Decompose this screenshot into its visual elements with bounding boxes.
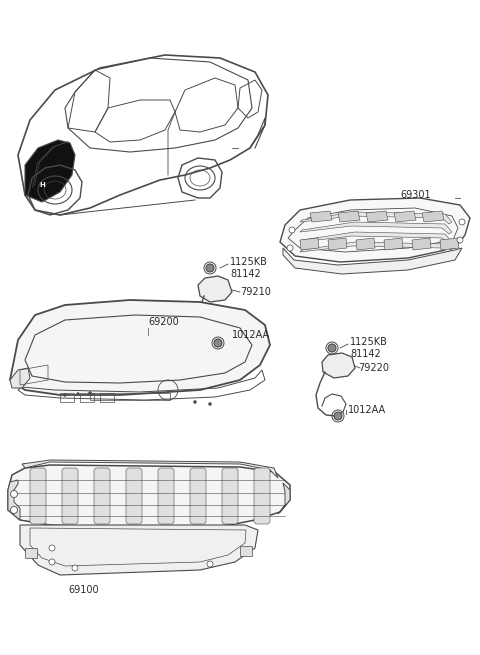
Text: 79220: 79220 (358, 363, 389, 373)
Circle shape (214, 339, 222, 347)
Circle shape (289, 227, 295, 233)
Circle shape (193, 400, 196, 403)
Text: 1012AA: 1012AA (348, 405, 386, 415)
Polygon shape (338, 211, 360, 222)
Polygon shape (300, 238, 319, 250)
Polygon shape (278, 483, 290, 514)
Circle shape (328, 344, 336, 352)
Polygon shape (10, 300, 270, 395)
Polygon shape (384, 238, 403, 250)
Circle shape (63, 394, 67, 396)
Polygon shape (283, 248, 462, 274)
Circle shape (49, 559, 55, 565)
Polygon shape (25, 548, 37, 558)
Circle shape (208, 403, 212, 405)
Text: 81142: 81142 (350, 349, 381, 359)
Circle shape (88, 392, 92, 394)
Text: 81142: 81142 (230, 269, 261, 279)
Circle shape (206, 264, 214, 272)
Text: 1125KB: 1125KB (230, 257, 268, 267)
Polygon shape (322, 353, 355, 378)
Polygon shape (440, 238, 459, 250)
Polygon shape (280, 198, 470, 262)
Polygon shape (8, 465, 290, 528)
Circle shape (11, 506, 17, 514)
Polygon shape (300, 222, 452, 234)
Polygon shape (300, 212, 452, 224)
Circle shape (287, 245, 293, 251)
Polygon shape (394, 211, 416, 222)
Polygon shape (190, 468, 206, 524)
Polygon shape (30, 468, 46, 524)
Circle shape (11, 491, 17, 498)
Polygon shape (328, 238, 347, 250)
Polygon shape (94, 468, 110, 524)
Text: 69100: 69100 (68, 585, 98, 595)
Polygon shape (310, 211, 332, 222)
Polygon shape (158, 468, 174, 524)
Polygon shape (62, 468, 78, 524)
Circle shape (334, 412, 342, 420)
Text: 69301: 69301 (400, 190, 431, 200)
Circle shape (459, 219, 465, 225)
Polygon shape (422, 211, 444, 222)
Polygon shape (254, 468, 270, 524)
Circle shape (457, 237, 463, 243)
Text: 1125KB: 1125KB (350, 337, 388, 347)
Polygon shape (240, 546, 252, 556)
Polygon shape (8, 480, 20, 520)
Circle shape (72, 565, 78, 571)
Polygon shape (356, 238, 375, 250)
Circle shape (49, 545, 55, 551)
Polygon shape (10, 368, 30, 388)
Polygon shape (126, 468, 142, 524)
Polygon shape (198, 276, 232, 302)
Polygon shape (300, 242, 452, 254)
Polygon shape (222, 468, 238, 524)
Text: 69200: 69200 (148, 317, 179, 327)
Polygon shape (22, 460, 278, 478)
Text: 1012AA: 1012AA (232, 330, 270, 340)
Polygon shape (20, 525, 258, 575)
Text: 79210: 79210 (240, 287, 271, 297)
Circle shape (207, 561, 213, 567)
Polygon shape (25, 140, 75, 202)
Polygon shape (300, 232, 452, 244)
Polygon shape (412, 238, 431, 250)
Polygon shape (366, 211, 388, 222)
Text: H: H (39, 182, 45, 188)
Circle shape (76, 392, 80, 396)
